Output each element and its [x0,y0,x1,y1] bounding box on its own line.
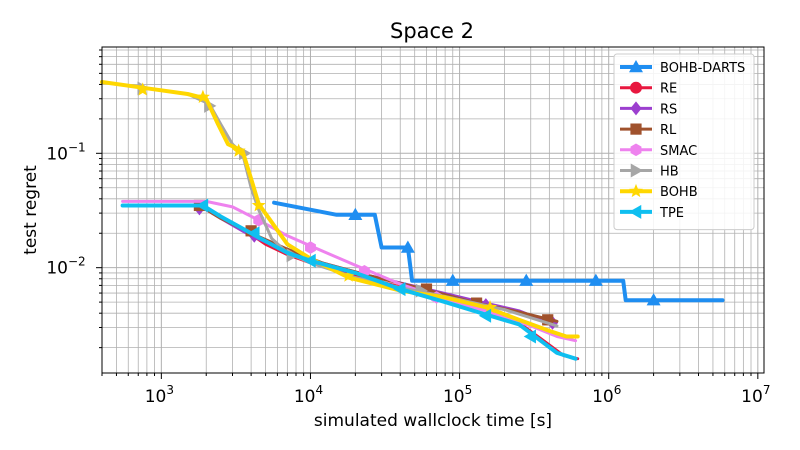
series-point-bohb [483,299,498,314]
series-tpe [120,198,578,361]
legend-label: RE [660,82,677,97]
x-tick-label-exponent: 7 [763,383,771,397]
x-tick-label-base: 10 [741,387,763,407]
legend-item-rl: RL [620,123,677,138]
x-tick-label: 106 [592,383,621,407]
x-tick-label-exponent: 6 [614,383,622,397]
y-tick-label: 10−2 [46,255,85,279]
series-point-bohb-darts [348,207,363,221]
x-tick-label-base: 10 [592,387,614,407]
legend-swatch-marker [630,143,642,157]
series-point-bohb [135,82,150,96]
legend-label: HB [660,165,679,180]
legend-item-re: RE [620,82,677,97]
x-tick-label: 103 [145,383,174,407]
series-point-bohb-darts [445,273,460,286]
y-tick-label: 10−1 [46,140,85,164]
x-tick-label-base: 10 [294,387,316,407]
legend-item-hb: HB [620,163,679,180]
series-bohb [100,80,580,339]
legend-box [613,53,755,231]
x-tick-label-exponent: 3 [166,383,174,397]
x-tick-label: 104 [294,383,323,407]
series-point-tpe [523,329,536,344]
legend-item-tpe: TPE [620,204,684,221]
legend: BOHB-DARTS RE RS RL SMAC HB BOHB TPE [613,53,755,231]
series-point-rl [420,283,433,295]
series-point-bohb [195,89,210,104]
series-point-smac [305,241,316,254]
legend-label: RL [660,123,677,138]
series-point-bohb-darts [588,273,603,286]
series-point-rl [542,314,554,326]
series-point-rl [245,225,257,237]
series-layer [100,80,725,361]
x-tick-label-exponent: 5 [465,383,473,397]
series-point-tpe [247,226,260,241]
series-point-bohb [341,268,356,282]
legend-label: BOHB [660,185,698,200]
legend-label: BOHB-DARTS [660,61,745,76]
plot-frame [101,46,765,374]
series-line-bohb [100,80,580,339]
legend-swatch-marker [630,81,642,94]
series-bohb-darts [272,200,725,306]
x-tick-label-exponent: 4 [315,383,323,397]
series-point-tpe [303,253,316,268]
y-tick-label-exponent: −2 [68,255,86,269]
series-point-tpe [478,308,492,323]
legend-item-rs: RS [620,101,677,117]
legend-swatch-marker [629,60,643,73]
x-tick-label: 105 [443,383,472,407]
series-point-bohb-darts [519,273,534,286]
y-tick-label-base: 10 [46,259,68,279]
legend-label: TPE [659,206,684,221]
y-tick-label-base: 10 [46,144,68,164]
legend-item-smac: SMAC [620,143,697,159]
legend-swatch-marker [630,101,642,116]
y-tick-label-exponent: −1 [68,140,86,154]
x-tick-label-base: 10 [443,387,465,407]
chart-title: Space 2 [390,19,474,43]
x-axis-label: simulated wallclock time [s] [314,411,552,431]
legend-item-bohb: BOHB [620,183,698,200]
legend-swatch-marker [630,163,643,178]
x-tick-label-base: 10 [145,387,167,407]
series-point-bohb [251,198,266,212]
series-point-tpe [195,198,209,213]
legend-item-bohb-darts: BOHB-DARTS [620,60,745,76]
legend-swatch-marker [629,204,642,219]
series-point-tpe [393,282,406,297]
legend-label: RS [660,102,677,117]
legend-swatch-marker [630,123,642,135]
x-tick-label: 107 [741,383,770,407]
series-point-bohb-darts [400,240,415,253]
legend-label: SMAC [660,144,697,159]
y-axis-label: test regret [21,165,41,255]
legend-swatch-marker [629,183,643,198]
series-point-bohb-darts [646,293,661,306]
series-point-bohb [231,143,246,157]
